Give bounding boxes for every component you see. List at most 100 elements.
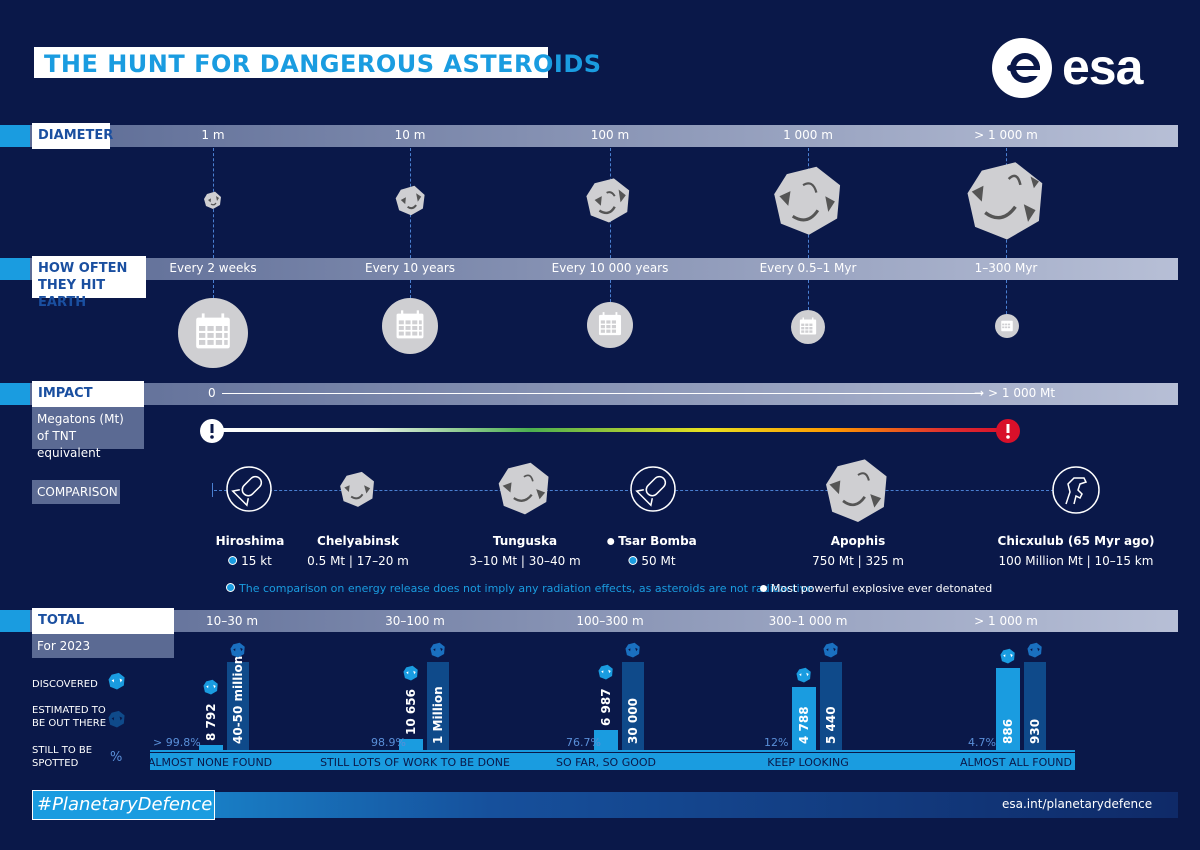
remaining-percent: 76.7%: [566, 736, 601, 749]
comparison-label: COMPARISON: [32, 480, 120, 504]
remaining-percent: 12%: [764, 736, 789, 749]
estimated-asteroid-icon: [823, 642, 838, 658]
esa-logo: esa: [990, 36, 1170, 100]
title-box: THE HUNT FOR DANGEROUS ASTEROIDS: [34, 47, 601, 78]
populations-band: [30, 610, 1178, 632]
note-tsar-bomba: Most powerful explosive ever detonated: [760, 582, 992, 595]
frequency-guide-4: [808, 280, 809, 310]
percent-icon: %: [110, 750, 123, 765]
asteroid-icon: [395, 185, 425, 216]
discovered-bar: [199, 745, 223, 750]
dinosaur-icon: [1052, 466, 1100, 514]
estimated-bar: [1024, 662, 1046, 750]
remaining-percent: 98.9%: [371, 736, 406, 749]
diameter-size-2: 10 m: [394, 128, 426, 142]
comparison-value-chicxulub: 100 Million Mt | 10–15 km: [998, 554, 1154, 568]
calendar-icon: [178, 298, 248, 368]
energy-gradient-bar: [212, 428, 1008, 432]
comparison-value-chelyabinsk: 0.5 Mt | 17–20 m: [307, 554, 409, 568]
diameter-size-5: > 1 000 m: [974, 128, 1038, 142]
populations-left-cap: [0, 610, 30, 632]
exclamation-icon: [200, 419, 224, 443]
legend-still-to-be-spotted: STILL TO BE SPOTTED: [32, 745, 93, 769]
legend-discovered: DISCOVERED: [32, 679, 98, 690]
esa-logo-icon: [992, 38, 1052, 98]
estimated-asteroid-icon: [108, 710, 125, 728]
remaining-percent: > 99.8%: [153, 736, 201, 749]
frequency-value-5: 1–300 Myr: [974, 261, 1038, 275]
diameter-band: [30, 125, 1178, 147]
asteroid-icon: [826, 459, 887, 522]
discovered-asteroid-icon: [796, 667, 811, 683]
estimated-bar: [427, 662, 449, 750]
white-bullet-icon: [607, 538, 615, 545]
energy-scale-max: > 1 000 Mt: [988, 386, 1056, 400]
population-range-5: > 1 000 m: [974, 614, 1038, 628]
blue-bullet-icon: [226, 583, 235, 592]
remaining-percent: 4.7%: [968, 736, 996, 749]
populations-label: TOTAL POPULATIONS: [32, 608, 174, 654]
page-title: THE HUNT FOR DANGEROUS ASTEROIDS: [44, 50, 602, 78]
discovered-asteroid-icon: [108, 672, 125, 690]
blue-bullet-icon: [228, 556, 238, 565]
populations-sub-label: For 2023: [32, 634, 174, 658]
footer-band: [32, 792, 1178, 818]
bomb-icon: [630, 466, 676, 512]
discovered-asteroid-icon: [1000, 648, 1015, 664]
energy-scale-min: 0: [208, 386, 216, 400]
note-radiation: The comparison on energy release does no…: [226, 582, 813, 595]
energy-label: IMPACT ENERGY: [32, 381, 144, 427]
discovered-asteroid-icon: [203, 679, 218, 695]
energy-band: [30, 383, 1178, 405]
frequency-left-cap: [0, 258, 30, 280]
calendar-icon: [587, 302, 633, 348]
discovered-value: 8 792: [204, 703, 218, 741]
comparison-value-tsar-bomba: 50 Mt: [628, 554, 676, 568]
frequency-label: HOW OFTEN THEY HIT EARTH: [32, 256, 146, 310]
footer-url[interactable]: esa.int/planetarydefence: [1002, 797, 1153, 811]
estimated-bar: [227, 662, 249, 750]
diameter-size-4: 1 000 m: [783, 128, 833, 142]
diameter-label: DIAMETER: [32, 123, 113, 149]
discovered-value: 4 788: [797, 706, 811, 744]
diameter-left-cap: [0, 125, 30, 147]
population-status-strip: [150, 753, 1075, 770]
population-range-3: 100–300 m: [576, 614, 644, 628]
comparison-value-apophis: 750 Mt | 325 m: [812, 554, 904, 568]
legend-estimated: ESTIMATED TO BE OUT THERE: [32, 705, 107, 729]
status-label-3: SO FAR, SO GOOD: [555, 756, 657, 769]
energy-scale-line: [222, 393, 982, 394]
white-bullet-icon: [760, 585, 767, 592]
status-label-1: ALMOST NONE FOUND: [147, 756, 273, 769]
bomb-icon: [226, 466, 272, 512]
discovered-bar: [996, 668, 1020, 750]
asteroid-icon: [204, 191, 221, 209]
discovered-asteroid-icon: [598, 664, 613, 680]
calendar-icon: [791, 310, 825, 344]
frequency-guide-1: [213, 280, 214, 298]
estimated-bar: [820, 662, 842, 750]
estimated-asteroid-icon: [430, 642, 445, 658]
comparison-start-tick: [212, 483, 213, 497]
frequency-guide-3: [610, 280, 611, 302]
estimated-asteroid-icon: [625, 642, 640, 658]
estimated-asteroid-icon: [230, 642, 245, 658]
comparison-value-tunguska: 3–10 Mt | 30–40 m: [469, 554, 581, 568]
frequency-label-line2: THEY HIT EARTH: [38, 278, 106, 310]
frequency-label-line1: HOW OFTEN: [38, 261, 128, 276]
status-label-2: STILL LOTS OF WORK TO BE DONE: [320, 756, 510, 769]
asteroid-icon: [586, 178, 630, 223]
blue-bullet-icon: [628, 556, 638, 565]
discovered-asteroid-icon: [403, 665, 418, 681]
frequency-value-3: Every 10 000 years: [551, 261, 669, 275]
asteroid-icon: [498, 462, 549, 515]
estimated-value: 1 Million: [431, 686, 445, 744]
asteroid-icon: [340, 471, 374, 507]
comparison-name-tsar-bomba: Tsar Bomba: [607, 534, 697, 548]
frequency-value-2: Every 10 years: [364, 261, 456, 275]
hashtag-box: #PlanetaryDefence: [32, 790, 215, 820]
population-range-4: 300–1 000 m: [768, 614, 848, 628]
estimated-bar: [622, 662, 644, 750]
asteroid-icon: [774, 166, 841, 235]
exclamation-icon: [996, 419, 1020, 443]
